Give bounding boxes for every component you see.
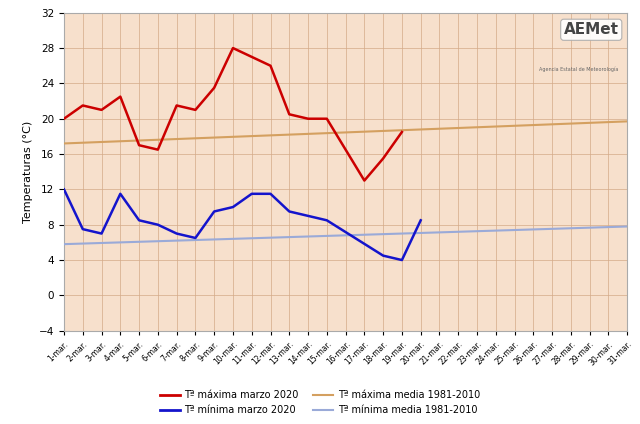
Legend: Tª máxima marzo 2020, Tª mínima marzo 2020, Tª máxima media 1981-2010, Tª mínima: Tª máxima marzo 2020, Tª mínima marzo 20… [156,387,484,419]
Text: Agencia Estatal de Meteorología: Agencia Estatal de Meteorología [540,67,619,72]
Y-axis label: Temperaturas (°C): Temperaturas (°C) [23,120,33,223]
Text: AEMet: AEMet [564,22,619,37]
